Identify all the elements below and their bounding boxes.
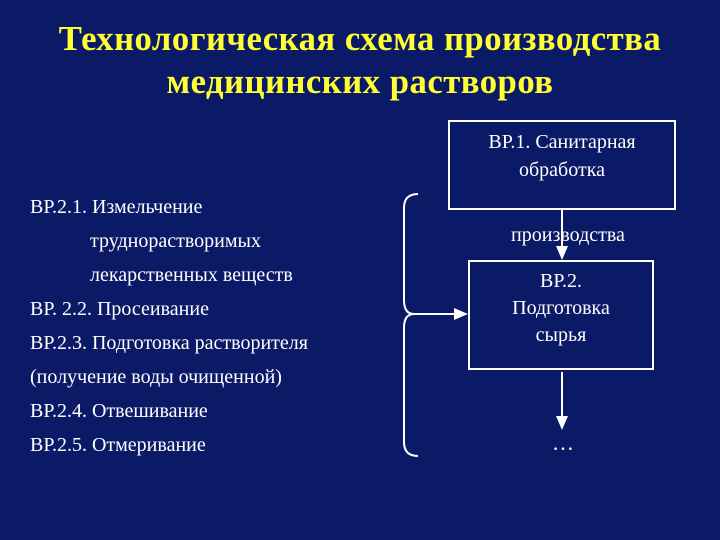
arrows-layer: [0, 0, 720, 540]
